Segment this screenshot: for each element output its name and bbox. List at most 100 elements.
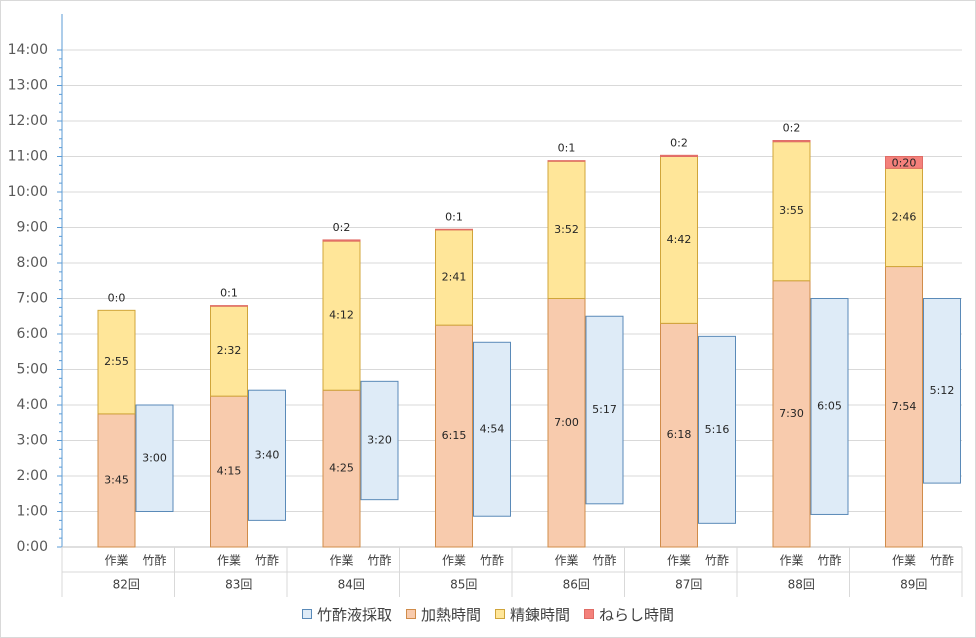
bar-category-label: 竹酢 — [142, 553, 166, 568]
data-label: 0:0 — [108, 291, 126, 304]
bar-category-label: 作業 — [329, 554, 353, 568]
data-label: 2:41 — [442, 270, 467, 283]
data-label: 4:15 — [217, 465, 242, 478]
legend-label-cooling: ねらし時間 — [599, 605, 675, 624]
bar-category-label: 作業 — [442, 554, 466, 568]
y-tick-label: 4:00 — [17, 397, 48, 413]
bar-category-label: 竹酢 — [930, 553, 954, 568]
data-label: 7:54 — [892, 400, 917, 413]
group-label: 85回 — [450, 578, 477, 592]
data-label: 2:46 — [892, 210, 917, 223]
data-label: 4:42 — [667, 233, 692, 246]
y-tick-label: 0:00 — [17, 539, 48, 555]
y-tick-label: 11:00 — [8, 149, 48, 165]
data-label: 7:00 — [554, 416, 579, 429]
bar-segment — [322, 389, 361, 548]
bar-segment — [473, 341, 511, 517]
data-label: 0:1 — [220, 287, 238, 300]
bar-segment — [585, 315, 624, 505]
bar-category-label: 竹酢 — [480, 553, 504, 568]
group-label: 87回 — [675, 578, 702, 592]
bar-segment — [547, 160, 586, 299]
data-label: 0:1 — [445, 210, 463, 223]
legend-item-vinegar: 竹酢液採取 — [301, 604, 392, 625]
data-label: 3:00 — [142, 451, 167, 464]
group-label: 89回 — [900, 578, 927, 592]
data-label: 0:20 — [892, 156, 917, 169]
bar-segment — [547, 160, 586, 162]
legend-swatch-cooling — [584, 609, 595, 619]
y-tick-label: 6:00 — [17, 326, 48, 342]
group-label: 82回 — [113, 578, 140, 592]
data-label: 0:1 — [558, 142, 576, 155]
bar-category-label: 竹酢 — [255, 553, 279, 568]
bar-segment — [210, 305, 248, 307]
bar-segment — [923, 298, 961, 484]
bar-category-label: 作業 — [892, 554, 916, 568]
bar-segment — [772, 141, 811, 282]
bar-category-label: 作業 — [217, 554, 241, 568]
bar-category-label: 竹酢 — [705, 553, 729, 568]
bar-segment — [435, 324, 473, 548]
data-label: 4:54 — [480, 422, 505, 435]
legend-item-heating: 加熱時間 — [405, 604, 481, 625]
y-tick-label: 3:00 — [17, 433, 48, 449]
bar-segment — [660, 156, 698, 324]
legend-swatch-vinegar — [301, 609, 312, 619]
data-label: 5:12 — [930, 384, 955, 397]
bar-segment — [660, 154, 698, 157]
y-tick-label: 9:00 — [17, 220, 48, 236]
y-tick-label: 12:00 — [8, 113, 48, 129]
bar-category-label: 竹酢 — [367, 553, 391, 568]
bar-category-label: 作業 — [104, 554, 128, 568]
y-tick-label: 13:00 — [8, 78, 48, 94]
data-label: 6:05 — [817, 399, 842, 412]
data-label: 0:2 — [333, 221, 351, 234]
bar-segment — [248, 389, 286, 521]
legend-label-refining: 精錬時間 — [510, 605, 571, 624]
legend-item-refining: 精錬時間 — [495, 604, 570, 625]
bar-segment — [772, 140, 811, 143]
bar-segment — [210, 395, 248, 548]
data-label: 6:18 — [667, 428, 692, 441]
data-label: 5:16 — [705, 423, 730, 436]
bar-segment — [322, 239, 361, 242]
group-label: 83回 — [225, 578, 252, 592]
bar-segment — [322, 240, 361, 391]
y-tick-label: 5:00 — [17, 362, 48, 378]
data-label: 4:25 — [329, 462, 354, 475]
y-tick-label: 2:00 — [17, 468, 48, 484]
data-label: 2:32 — [217, 344, 242, 357]
group-label: 86回 — [563, 578, 590, 592]
legend-swatch-refining — [495, 609, 505, 619]
y-tick-label: 10:00 — [8, 184, 48, 200]
legend-label-heating: 加熱時間 — [420, 605, 481, 624]
data-label: 3:52 — [554, 223, 579, 236]
data-label: 6:15 — [442, 429, 467, 442]
bar-category-label: 作業 — [667, 554, 691, 568]
y-tick-label: 8:00 — [17, 255, 48, 271]
bar-category-label: 作業 — [779, 554, 803, 568]
legend-item-cooling: ねらし時間 — [584, 604, 674, 625]
bar-segment — [810, 298, 849, 515]
bar-segment — [698, 335, 736, 524]
legend-label-vinegar: 竹酢液採取 — [316, 605, 392, 624]
group-label: 88回 — [788, 578, 815, 592]
bar-category-label: 竹酢 — [817, 553, 841, 568]
bar-segment — [97, 309, 136, 415]
bar-segment — [547, 298, 586, 548]
bar-segment — [885, 156, 923, 169]
bar-segment — [210, 305, 248, 397]
data-label: 3:45 — [104, 473, 129, 486]
bar-segment — [435, 228, 473, 231]
bar-segment — [660, 322, 698, 548]
y-tick-label: 1:00 — [17, 504, 48, 520]
group-label: 84回 — [338, 578, 365, 592]
data-label: 3:20 — [367, 434, 392, 447]
y-tick-label: 14:00 — [8, 42, 48, 58]
data-label: 5:17 — [592, 403, 617, 416]
y-tick-label: 7:00 — [17, 291, 48, 307]
bar-segment — [360, 380, 399, 501]
bar-category-label: 作業 — [554, 554, 578, 568]
